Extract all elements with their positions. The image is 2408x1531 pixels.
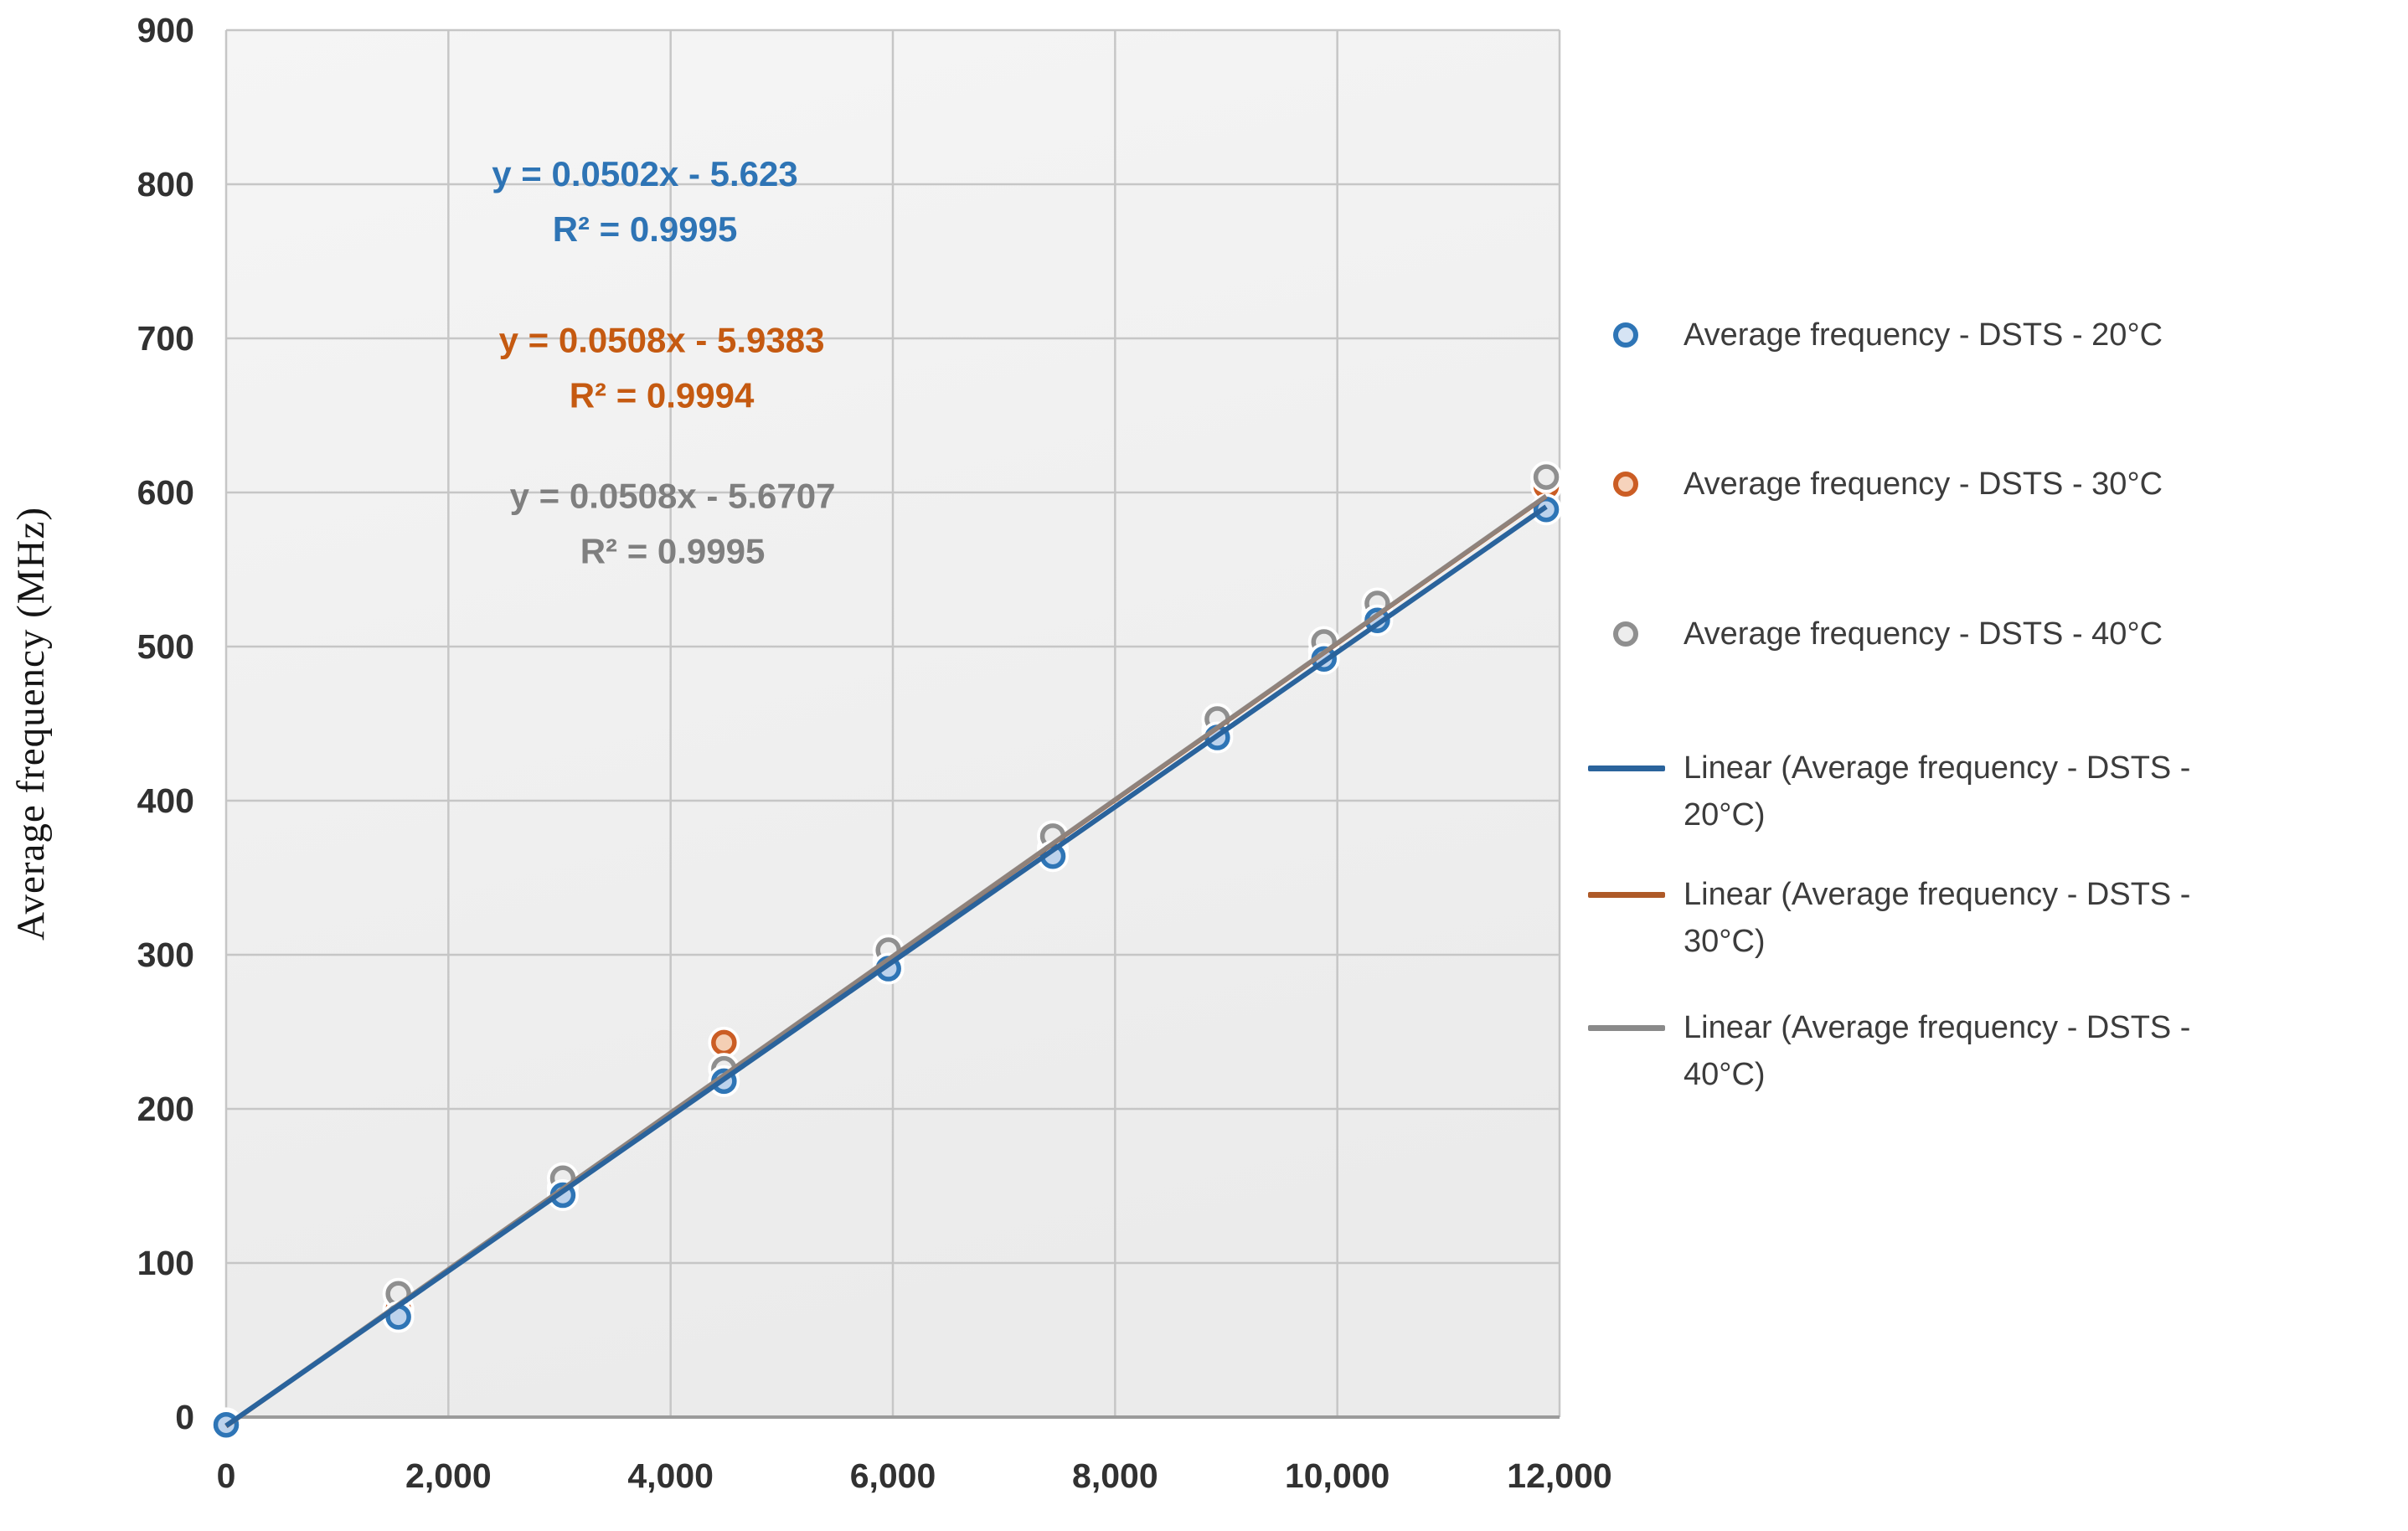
marker-halo [708,1064,740,1097]
x-tick-label: 10,000 [1285,1456,1390,1495]
trendline-equation: R² = 0.9995 [553,209,738,249]
trendline-equation: R² = 0.9995 [580,531,766,570]
y-tick-label: 700 [137,319,194,358]
y-tick-label: 600 [137,473,194,512]
plot-area: y = 0.0502x - 5.623 R² = 0.9995 y = 0.0508… [137,11,1612,1495]
trendline-equation: y = 0.0502x - 5.623 [492,154,797,193]
marker-halo [546,1179,579,1212]
x-tick-label: 4,000 [627,1456,714,1495]
data-point-marker [1533,464,1560,490]
y-tick-label: 200 [137,1090,194,1128]
x-tick-label: 2,000 [405,1456,492,1495]
trendline-equation: y = 0.0508x - 5.9383 [499,321,825,360]
trendline [224,504,1548,1428]
y-tick-label: 0 [175,1398,194,1436]
marker-halo [1361,604,1394,637]
y-tick-label: 900 [137,11,194,49]
y-tick-label: 100 [137,1244,194,1282]
marker-halo [1530,493,1563,526]
y-tick-label: 500 [137,627,194,666]
marker-halo [1307,642,1340,675]
trendline-equation: R² = 0.9994 [570,376,755,415]
x-tick-label: 6,000 [850,1456,936,1495]
y-tick-label: 800 [137,165,194,204]
y-tick-label: 400 [137,781,194,820]
y-tick-label: 300 [137,936,194,974]
x-tick-label: 12,000 [1507,1456,1611,1495]
trendline-equation: y = 0.0508x - 5.6707 [510,476,836,515]
x-tick-label: 8,000 [1072,1456,1158,1495]
marker-halo [210,1409,242,1441]
y-axis-title: Average frequency (MHz) [9,507,53,941]
data-point-marker [711,1029,737,1056]
x-tick-label: 0 [217,1456,236,1495]
marker-halo [1530,461,1563,493]
